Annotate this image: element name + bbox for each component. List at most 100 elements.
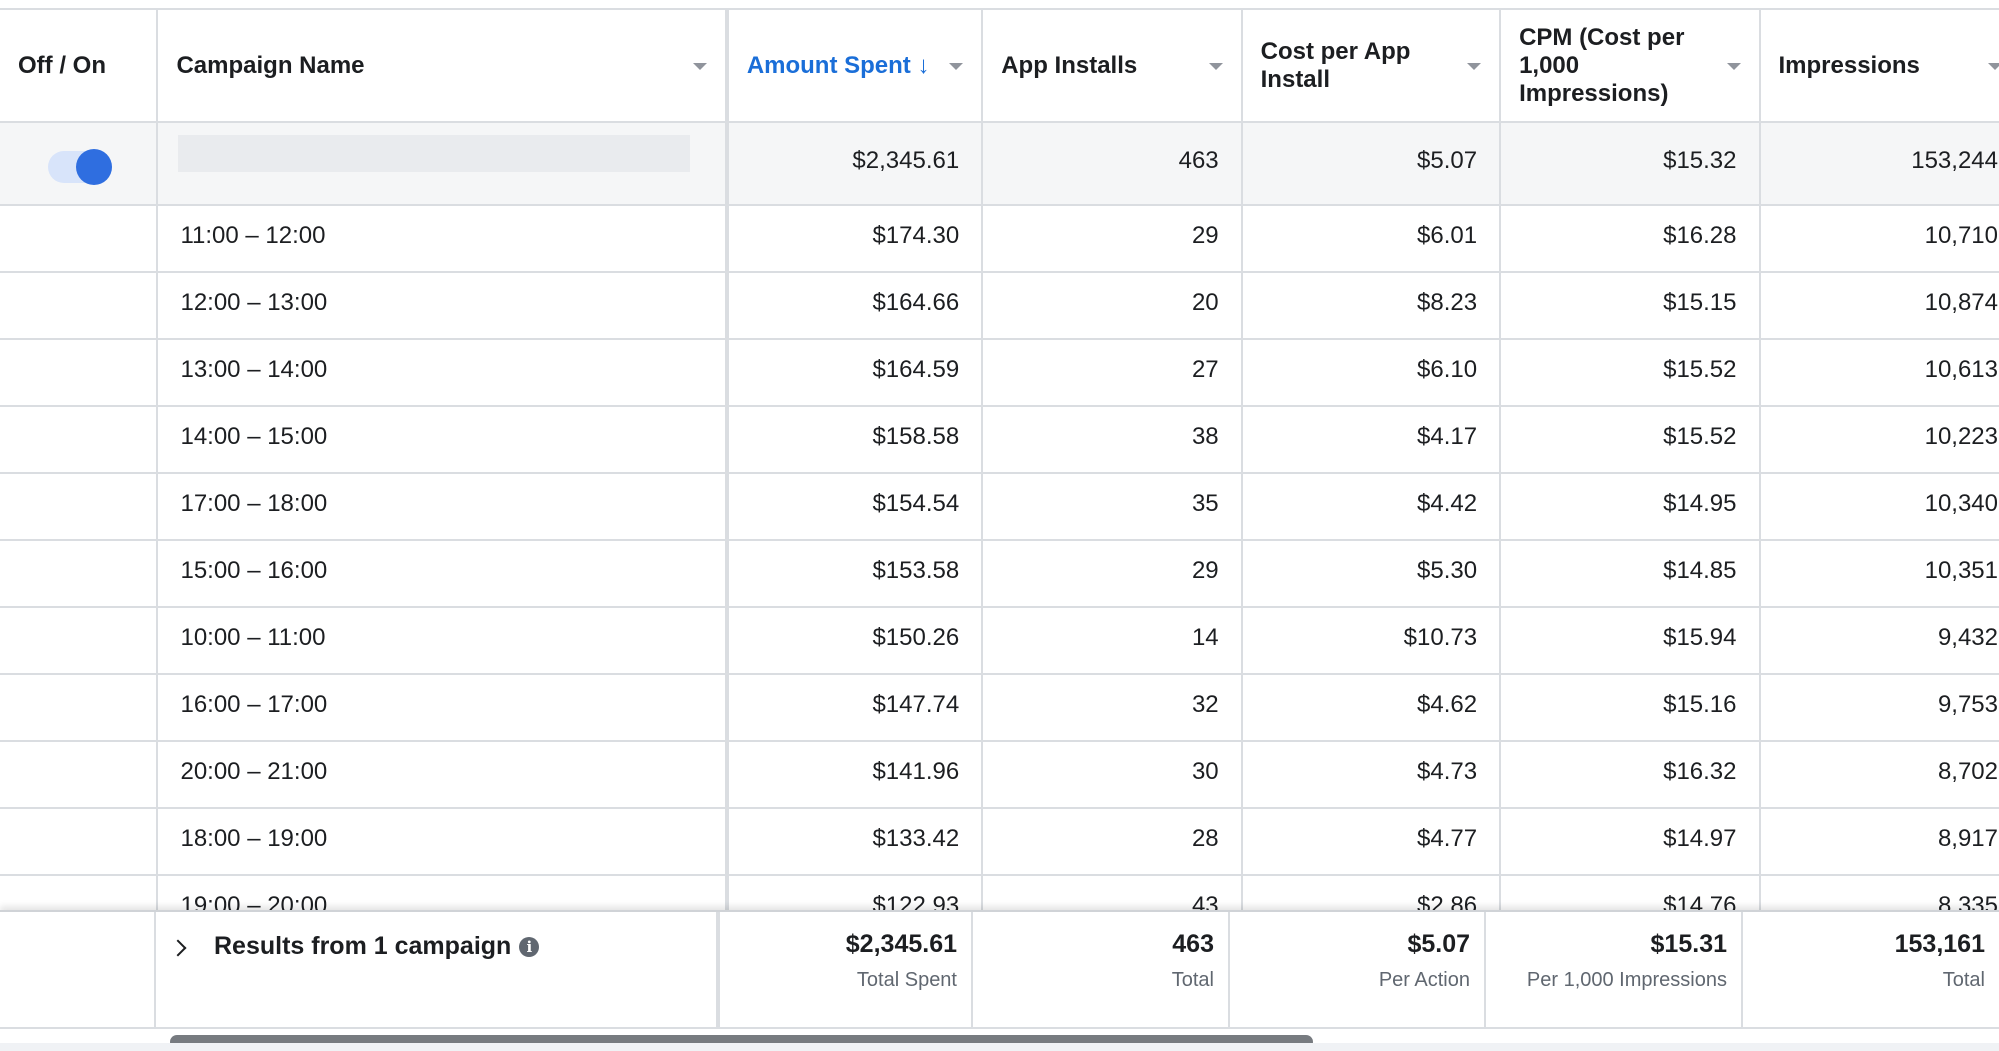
table-row: 18:00 – 19:00 $133.42 28 $4.77 $14.97 8,… [0, 808, 1999, 876]
cpm: $15.94 [1500, 607, 1761, 675]
time-range: 15:00 – 16:00 [157, 540, 729, 608]
footer-empty-cell [0, 912, 156, 1029]
impressions: 10,223 [1759, 406, 1999, 474]
impressions: 9,753 [1759, 674, 1999, 742]
cpm: $15.52 [1500, 339, 1761, 407]
total-value: 153,161 [1894, 930, 1985, 958]
campaign-breakdown-table: Off / On Campaign Name Amount Spent ↓ Ap… [0, 8, 1999, 943]
time-range: 14:00 – 15:00 [157, 406, 729, 474]
info-icon[interactable]: i [519, 937, 540, 957]
cost-per-install: $4.73 [1241, 741, 1502, 809]
impressions: 10,874 [1759, 272, 1999, 340]
footer-cpm: $15.31 Per 1,000 Impressions [1486, 912, 1743, 1029]
caret-down-icon[interactable] [1988, 62, 1999, 70]
caret-down-icon[interactable] [949, 62, 964, 70]
time-range: 17:00 – 18:00 [157, 473, 729, 541]
chevron-right-icon[interactable] [169, 939, 187, 957]
column-header-app-installs[interactable]: App Installs [982, 8, 1243, 123]
results-summary-toggle[interactable]: Results from 1 campaign i [169, 932, 540, 961]
empty-cell [0, 339, 159, 407]
caret-down-icon[interactable] [1208, 62, 1223, 70]
total-caption: Per Action [1378, 969, 1470, 991]
app-installs: 28 [982, 808, 1243, 876]
campaign-row[interactable]: $2,345.61 463 $5.07 $15.32 153,244 [0, 122, 1999, 206]
amount-spent: $153.58 [726, 540, 984, 608]
app-installs: 30 [982, 741, 1243, 809]
table-row: 16:00 – 17:00 $147.74 32 $4.62 $15.16 9,… [0, 674, 1999, 742]
column-header-campaign-name[interactable]: Campaign Name [157, 8, 729, 123]
column-header-impressions[interactable]: Impressions [1759, 8, 1999, 123]
total-caption: Total [1942, 969, 1985, 991]
empty-cell [0, 741, 159, 809]
caret-down-icon[interactable] [1726, 62, 1741, 70]
table-header-row: Off / On Campaign Name Amount Spent ↓ Ap… [0, 8, 1999, 123]
app-installs: 32 [982, 674, 1243, 742]
column-header-off-on[interactable]: Off / On [0, 8, 159, 123]
cost-per-install: $4.77 [1241, 808, 1502, 876]
amount-spent: $164.66 [726, 272, 984, 340]
app-installs: 20 [982, 272, 1243, 340]
app-installs: 27 [982, 339, 1243, 407]
arrow-down-icon[interactable]: ↓ [917, 51, 930, 79]
campaign-app-installs: 463 [982, 122, 1243, 206]
column-header-cost-per-app-install[interactable]: Cost per App Install [1241, 8, 1502, 123]
table-row: 14:00 – 15:00 $158.58 38 $4.17 $15.52 10… [0, 406, 1999, 474]
total-value: 463 [1172, 930, 1214, 958]
cpm: $15.16 [1500, 674, 1761, 742]
app-installs: 14 [982, 607, 1243, 675]
footer-amount-spent: $2,345.61 Total Spent [720, 912, 973, 1029]
empty-cell [0, 674, 159, 742]
total-value: $15.31 [1650, 930, 1727, 958]
footer-results-cell [156, 912, 720, 1029]
cost-per-install: $4.42 [1241, 473, 1502, 541]
cpm: $15.52 [1500, 406, 1761, 474]
column-header-amount-spent[interactable]: Amount Spent ↓ [726, 8, 984, 123]
column-header-cpm[interactable]: CPM (Cost per 1,000 Impressions) [1500, 8, 1761, 123]
time-range: 11:00 – 12:00 [157, 205, 729, 273]
empty-cell [0, 808, 159, 876]
time-range: 18:00 – 19:00 [157, 808, 729, 876]
impressions: 9,432 [1759, 607, 1999, 675]
bottom-divider [0, 1043, 1999, 1051]
app-installs: 38 [982, 406, 1243, 474]
amount-spent: $147.74 [726, 674, 984, 742]
results-label: Results from 1 campaign [214, 932, 512, 960]
impressions: 10,351 [1759, 540, 1999, 608]
time-range: 20:00 – 21:00 [157, 741, 729, 809]
table-row: 17:00 – 18:00 $154.54 35 $4.42 $14.95 10… [0, 473, 1999, 541]
cpm: $14.95 [1500, 473, 1761, 541]
amount-spent: $150.26 [726, 607, 984, 675]
total-value: $2,345.61 [845, 930, 957, 958]
impressions: 10,340 [1759, 473, 1999, 541]
cost-per-install: $4.62 [1241, 674, 1502, 742]
empty-cell [0, 205, 159, 273]
footer-cost-per-install: $5.07 Per Action [1230, 912, 1486, 1029]
footer-app-installs: 463 Total [973, 912, 1230, 1029]
amount-spent: $141.96 [726, 741, 984, 809]
cpm: $16.28 [1500, 205, 1761, 273]
cost-per-install: $4.17 [1241, 406, 1502, 474]
total-caption: Total [1171, 969, 1214, 991]
caret-down-icon[interactable] [692, 62, 707, 70]
table-row: 20:00 – 21:00 $141.96 30 $4.73 $16.32 8,… [0, 741, 1999, 809]
total-caption: Per 1,000 Impressions [1526, 969, 1727, 991]
impressions: 10,613 [1759, 339, 1999, 407]
impressions: 8,702 [1759, 741, 1999, 809]
amount-spent: $164.59 [726, 339, 984, 407]
campaign-name-redacted[interactable] [178, 135, 691, 172]
column-header-label: Cost per App Install [1260, 37, 1411, 93]
campaign-on-off-toggle[interactable] [48, 148, 112, 185]
table-row: 12:00 – 13:00 $164.66 20 $8.23 $15.15 10… [0, 272, 1999, 340]
cpm: $14.85 [1500, 540, 1761, 608]
cost-per-install: $8.23 [1241, 272, 1502, 340]
caret-down-icon[interactable] [1467, 62, 1482, 70]
amount-spent: $154.54 [726, 473, 984, 541]
amount-spent: $158.58 [726, 406, 984, 474]
column-header-label: CPM (Cost per 1,000 Impressions) [1519, 23, 1685, 107]
cost-per-install: $6.10 [1241, 339, 1502, 407]
campaign-name-cell [157, 122, 729, 206]
total-caption: Total Spent [856, 969, 957, 991]
time-range: 12:00 – 13:00 [157, 272, 729, 340]
amount-spent: $133.42 [726, 808, 984, 876]
table-row: 13:00 – 14:00 $164.59 27 $6.10 $15.52 10… [0, 339, 1999, 407]
